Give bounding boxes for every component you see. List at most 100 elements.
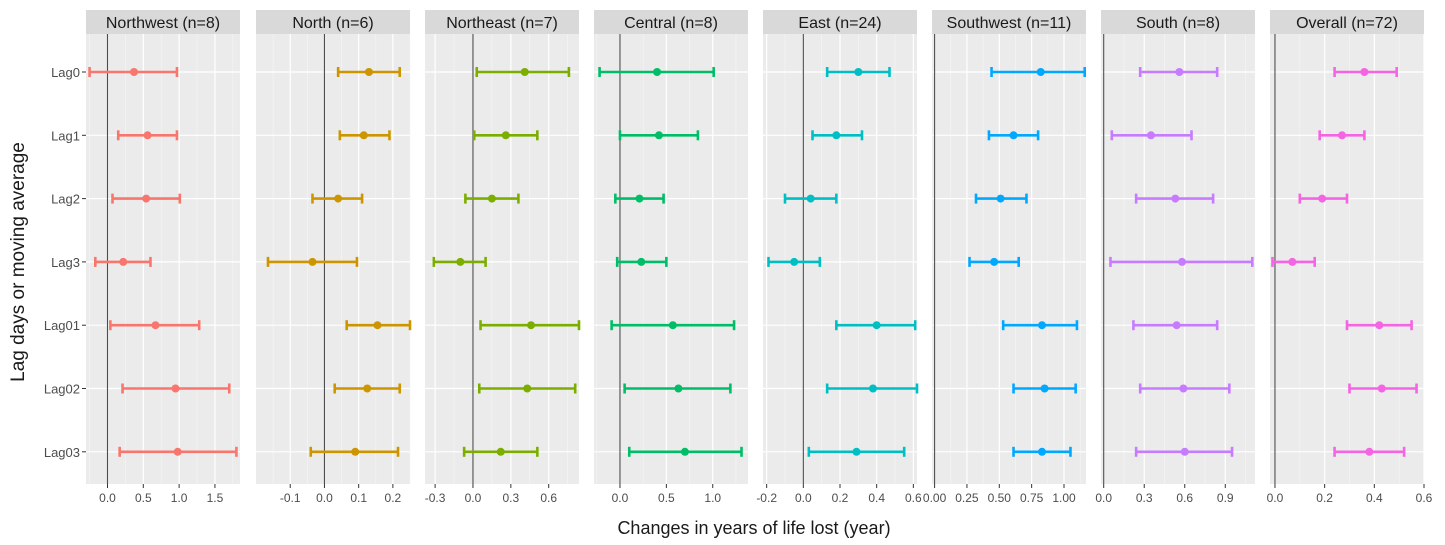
point-estimate-lag02: [674, 384, 683, 393]
point-estimate-lag1: [143, 131, 152, 140]
x-tick-label: -0.3: [425, 491, 446, 505]
point-estimate-lag01: [151, 321, 160, 330]
facet-strip: [932, 10, 1086, 34]
x-tick-label: 0.0: [99, 491, 116, 505]
facet-title: Central (n=8): [624, 15, 718, 32]
point-estimate-lag2: [1171, 194, 1180, 203]
point-estimate-lag0: [854, 68, 863, 76]
point-estimate-lag03: [1365, 447, 1374, 456]
facet-panel-2: North (n=6) -0.1 0.0 0.1 0.2: [256, 10, 412, 505]
point-estimate-lag1: [1146, 131, 1155, 140]
x-tick-label: 0.2: [832, 491, 849, 505]
x-tick-label: 0.75: [1020, 491, 1044, 505]
y-tick-label-lag3: Lag3: [51, 255, 80, 270]
facet-title: Southwest (n=11): [947, 15, 1072, 32]
point-estimate-lag01: [668, 321, 677, 330]
x-tick-label: 1.0: [171, 491, 188, 505]
point-estimate-lag03: [680, 447, 689, 456]
x-tick-label: 0.5: [135, 491, 152, 505]
point-estimate-lag0: [364, 68, 373, 76]
x-tick-label: 0.6: [1176, 491, 1193, 505]
point-estimate-lag02: [363, 384, 372, 393]
point-estimate-lag01: [872, 321, 881, 330]
x-tick-label: 0.0: [1267, 491, 1284, 505]
point-estimate-lag01: [1375, 321, 1384, 330]
facet-strip: [425, 10, 579, 34]
x-tick-label: 0.00: [923, 491, 947, 505]
facet-title: Northwest (n=8): [106, 15, 220, 32]
point-estimate-lag02: [1040, 384, 1049, 393]
point-estimate-lag1: [832, 131, 841, 140]
facet-panel-8: Overall (n=72) 0.0 0.2 0.4 0.6: [1267, 10, 1433, 505]
point-estimate-lag02: [1377, 384, 1386, 393]
point-estimate-lag2: [635, 194, 644, 203]
point-estimate-lag01: [1038, 321, 1046, 330]
facet-panel-4: Central (n=8) 0.0 0.5 1.0: [594, 10, 748, 505]
facet-strip: [1101, 10, 1255, 34]
point-estimate-lag0: [520, 68, 529, 76]
facet-title: East (n=24): [798, 15, 881, 32]
facet-strip: [763, 10, 917, 34]
point-estimate-lag3: [1288, 257, 1297, 266]
panel-background: [1270, 34, 1424, 484]
point-estimate-lag02: [869, 384, 877, 393]
point-estimate-lag1: [1009, 131, 1018, 140]
point-estimate-lag03: [351, 447, 360, 456]
x-tick-label: 1.5: [207, 491, 224, 505]
point-estimate-lag3: [456, 257, 465, 266]
point-estimate-lag0: [653, 68, 662, 76]
x-tick-label: 0.0: [465, 491, 482, 505]
panel-background: [86, 34, 240, 484]
point-estimate-lag02: [171, 384, 180, 393]
x-tick-label: 0.25: [955, 491, 979, 505]
x-tick-label: 1.00: [1052, 491, 1076, 505]
point-estimate-lag2: [1318, 194, 1327, 203]
y-tick-label-lag03: Lag03: [44, 445, 80, 460]
x-tick-label: 0.3: [502, 491, 519, 505]
facet-title: North (n=6): [292, 15, 373, 32]
point-estimate-lag3: [790, 257, 799, 266]
point-estimate-lag0: [1360, 68, 1369, 76]
point-estimate-lag2: [334, 194, 343, 203]
facet-title: Overall (n=72): [1296, 15, 1398, 32]
point-estimate-lag0: [1036, 68, 1045, 76]
point-estimate-lag2: [996, 194, 1005, 203]
facet-panel-1: Northwest (n=8) 0.0 0.5 1.0 1.5: [86, 10, 240, 505]
x-tick-label: -0.1: [280, 491, 301, 505]
facet-panel-6: Southwest (n=11) 0.00 0.25 0.50 0.75 1.00: [923, 10, 1087, 505]
panel-background: [932, 34, 1086, 484]
panel-background: [256, 34, 410, 484]
facet-panels: Lag0 Lag1 Lag2 Lag3 Lag01 Lag02 Lag03 Northwest…: [44, 10, 1433, 505]
point-estimate-lag1: [1338, 131, 1347, 140]
point-estimate-lag1: [359, 131, 368, 140]
x-tick-label: 0.6: [1416, 491, 1433, 505]
y-tick-label-lag2: Lag2: [51, 192, 80, 207]
x-tick-label: 0.0: [795, 491, 812, 505]
point-estimate-lag01: [1172, 321, 1181, 330]
x-tick-label: 0.5: [658, 491, 675, 505]
y-tick-label-lag1: Lag1: [51, 128, 80, 143]
point-estimate-lag0: [129, 68, 138, 76]
facet-strip: [594, 10, 748, 34]
point-estimate-lag1: [501, 131, 510, 140]
point-estimate-lag1: [654, 131, 663, 140]
point-estimate-lag0: [1175, 68, 1184, 76]
facet-panel-5: East (n=24) -0.2 0.0 0.2 0.4 0.6: [756, 10, 922, 505]
point-estimate-lag02: [1179, 384, 1188, 393]
point-estimate-lag03: [1180, 447, 1189, 456]
y-tick-label-lag02: Lag02: [44, 382, 80, 397]
y-axis-title: Lag days or moving average: [8, 142, 29, 382]
facet-panel-3: Northeast (n=7) -0.3 0.0 0.3 0.6: [425, 10, 581, 505]
y-tick-label-lag0: Lag0: [51, 65, 80, 80]
facet-strip: [86, 10, 240, 34]
x-tick-label: 0.6: [540, 491, 557, 505]
point-estimate-lag03: [173, 447, 182, 456]
x-tick-label: 0.6: [905, 491, 922, 505]
x-tick-label: 0.4: [868, 491, 885, 505]
x-tick-label: 0.2: [385, 491, 402, 505]
x-tick-label: 0.2: [1316, 491, 1333, 505]
point-estimate-lag03: [496, 447, 505, 456]
x-tick-label: 0.9: [1217, 491, 1234, 505]
